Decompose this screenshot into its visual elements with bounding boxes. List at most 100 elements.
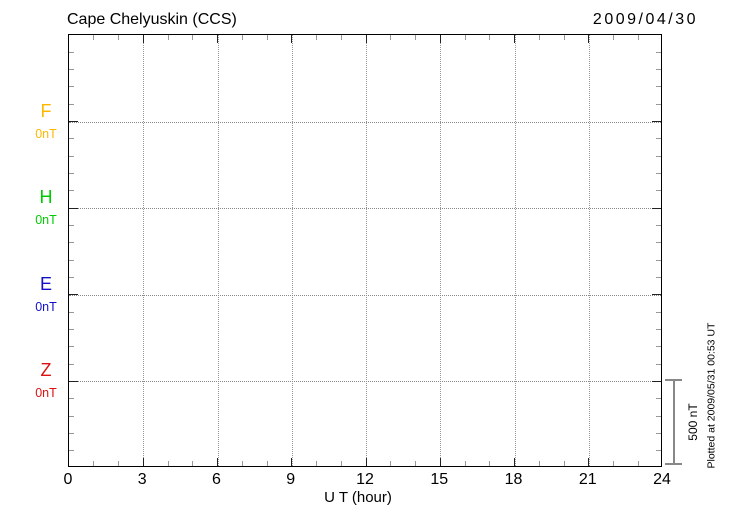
x-axis-tick-top: [613, 35, 614, 40]
x-axis-tick-bottom: [118, 461, 119, 466]
y-axis-tick-right: [652, 380, 661, 382]
baseline-gridline-F: [69, 121, 661, 123]
y-axis-tick-left: [69, 294, 78, 296]
component-label-Z: Z: [40, 360, 52, 381]
x-axis-tick-top: [241, 35, 243, 40]
y-axis-tick-left: [69, 432, 74, 434]
grid-vline: [366, 35, 367, 466]
grid-vline: [143, 35, 145, 466]
x-axis-tick-bottom: [316, 461, 317, 466]
x-axis-tick-top: [439, 35, 441, 43]
x-axis-tick-bottom: [390, 461, 392, 466]
x-tick-label: 15: [430, 471, 449, 488]
x-axis-tick-top: [142, 35, 144, 43]
x-tick-label: 12: [356, 471, 374, 488]
y-axis-tick-left: [69, 242, 74, 244]
y-axis-tick-right: [656, 225, 661, 227]
y-axis-tick-left: [69, 311, 74, 313]
x-axis-tick-top: [266, 35, 268, 40]
component-value-H: 0nT: [35, 213, 57, 228]
plot-frame: [68, 34, 662, 467]
y-axis-tick-left: [69, 259, 74, 261]
x-axis-tick-bottom: [613, 461, 614, 466]
x-axis-tick-top: [390, 35, 392, 40]
x-axis-tick-top: [167, 35, 169, 40]
x-axis-tick-bottom: [266, 461, 268, 466]
y-axis-tick-left: [69, 121, 78, 123]
x-axis-tick-top: [291, 35, 293, 43]
y-axis-tick-left: [69, 190, 74, 192]
x-axis-tick-bottom: [291, 458, 293, 466]
x-axis-tick-bottom: [489, 461, 491, 466]
x-axis-tick-bottom: [637, 461, 639, 466]
y-axis-tick-right: [656, 328, 661, 330]
x-axis-tick-top: [563, 35, 565, 40]
x-axis-tick-top: [415, 35, 416, 40]
grid-vline: [514, 35, 516, 466]
x-axis-tick-top: [118, 35, 119, 40]
x-axis-tick-top: [514, 35, 515, 43]
x-axis-tick-top: [365, 35, 367, 43]
x-axis-tick-bottom: [192, 461, 194, 466]
y-axis-tick-left: [69, 69, 74, 71]
y-axis-tick-right: [656, 103, 661, 105]
y-axis-tick-right: [656, 346, 661, 348]
x-axis-tick-bottom: [538, 461, 540, 466]
x-axis-label: U T (hour): [324, 489, 392, 506]
x-axis-tick-top: [637, 35, 639, 40]
component-label-E: E: [39, 273, 52, 294]
y-axis-tick-right: [652, 294, 661, 296]
station-title: Cape Chelyuskin (CCS): [67, 11, 237, 28]
y-axis-tick-right: [656, 155, 661, 157]
grid-vline: [588, 35, 590, 466]
y-axis-tick-left: [69, 51, 74, 53]
x-axis-tick-bottom: [241, 461, 243, 466]
x-tick-label: 9: [286, 471, 296, 488]
y-axis-tick-left: [69, 363, 74, 365]
component-value-Z: 0nT: [35, 386, 57, 401]
component-value-F: 0nT: [35, 126, 57, 141]
x-axis-tick-bottom: [365, 458, 367, 466]
x-axis-tick-top: [464, 35, 466, 40]
grid-vline: [440, 35, 442, 466]
scale-bar-top-cap: [665, 379, 682, 381]
x-axis-tick-bottom: [415, 461, 416, 466]
y-axis-tick-left: [69, 155, 74, 157]
y-axis-tick-left: [69, 276, 74, 278]
x-axis-tick-bottom: [563, 461, 565, 466]
y-axis-tick-right: [656, 432, 661, 434]
scale-bar-bottom-cap: [665, 463, 682, 465]
y-axis-tick-right: [656, 363, 661, 365]
y-axis-tick-right: [656, 450, 661, 452]
grid-vline: [291, 35, 293, 466]
y-axis-tick-right: [656, 276, 661, 278]
y-axis-tick-right: [656, 138, 661, 140]
x-tick-label: 3: [137, 471, 147, 488]
x-tick-label: 18: [504, 471, 523, 488]
component-value-E: 0nT: [35, 299, 57, 314]
x-axis-tick-bottom: [217, 458, 218, 466]
grid-vline: [217, 35, 219, 466]
x-axis-tick-bottom: [514, 458, 515, 466]
baseline-gridline-Z: [69, 381, 661, 383]
y-axis-tick-left: [69, 415, 74, 417]
x-axis-tick-bottom: [142, 458, 144, 466]
x-axis-tick-top: [588, 35, 590, 43]
y-axis-tick-right: [656, 86, 661, 88]
y-axis-tick-right: [656, 190, 661, 192]
y-axis-tick-left: [69, 450, 74, 452]
y-axis-tick-left: [69, 173, 74, 175]
x-axis-tick-top: [538, 35, 540, 40]
component-label-H: H: [39, 187, 53, 208]
x-axis-tick-top: [340, 35, 342, 40]
plotted-note: Plotted at 2009/05/31 00:53 UT: [705, 322, 718, 469]
x-axis-tick-top: [93, 35, 95, 40]
y-axis-tick-left: [69, 138, 74, 140]
y-axis-tick-right: [656, 242, 661, 244]
x-axis-tick-bottom: [588, 458, 590, 466]
y-axis-tick-left: [69, 207, 78, 209]
y-axis-tick-right: [656, 51, 661, 53]
scale-bar: [673, 380, 675, 465]
baseline-gridline-E: [69, 294, 661, 296]
